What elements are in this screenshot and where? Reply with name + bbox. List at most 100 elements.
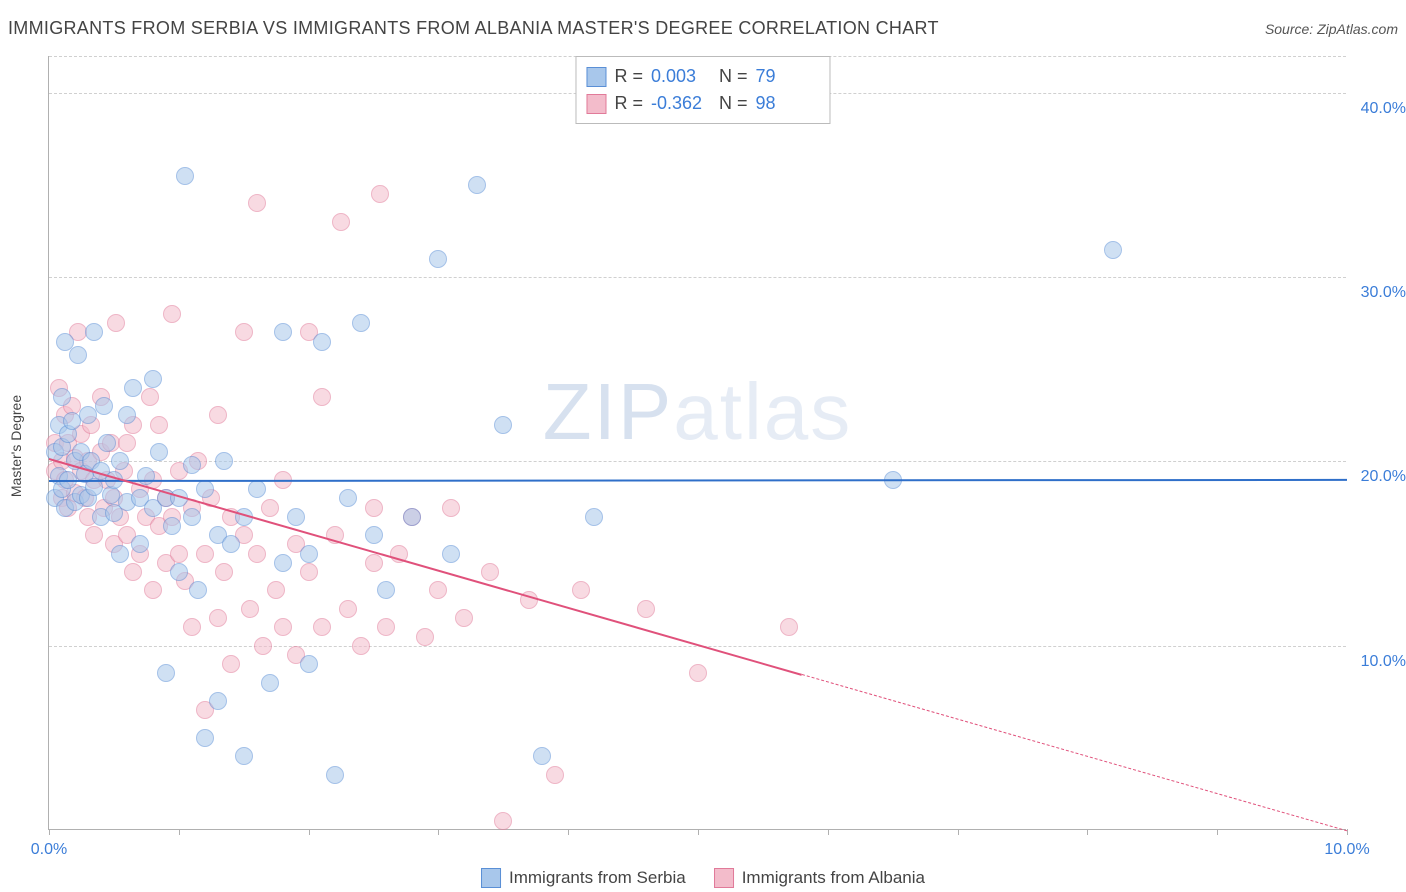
r-label: R = bbox=[614, 90, 643, 117]
data-point-serbia bbox=[352, 314, 370, 332]
data-point-albania bbox=[141, 388, 159, 406]
y-tick-label: 20.0% bbox=[1351, 468, 1406, 486]
gridline bbox=[49, 277, 1346, 278]
data-point-albania bbox=[235, 323, 253, 341]
data-point-albania bbox=[267, 581, 285, 599]
plot-area: ZIPatlas 10.0%20.0%30.0%40.0%0.0%10.0% bbox=[48, 56, 1346, 830]
swatch-serbia bbox=[586, 67, 606, 87]
data-point-serbia bbox=[300, 545, 318, 563]
swatch-albania bbox=[714, 868, 734, 888]
data-point-serbia bbox=[274, 323, 292, 341]
data-point-serbia bbox=[429, 250, 447, 268]
data-point-serbia bbox=[248, 480, 266, 498]
data-point-albania bbox=[215, 563, 233, 581]
data-point-serbia bbox=[157, 664, 175, 682]
data-point-serbia bbox=[53, 388, 71, 406]
data-point-albania bbox=[365, 499, 383, 517]
data-point-albania bbox=[637, 600, 655, 618]
data-point-albania bbox=[163, 305, 181, 323]
r-label: R = bbox=[614, 63, 643, 90]
data-point-albania bbox=[248, 545, 266, 563]
x-tick bbox=[309, 829, 310, 835]
data-point-serbia bbox=[137, 467, 155, 485]
data-point-serbia bbox=[69, 346, 87, 364]
data-point-serbia bbox=[176, 167, 194, 185]
data-point-albania bbox=[183, 618, 201, 636]
data-point-albania bbox=[313, 618, 331, 636]
gridline bbox=[49, 461, 1346, 462]
data-point-albania bbox=[85, 526, 103, 544]
data-point-serbia bbox=[494, 416, 512, 434]
n-label: N = bbox=[719, 90, 748, 117]
data-point-serbia bbox=[533, 747, 551, 765]
data-point-albania bbox=[377, 618, 395, 636]
data-point-albania bbox=[107, 314, 125, 332]
data-point-serbia bbox=[95, 397, 113, 415]
data-point-albania bbox=[170, 545, 188, 563]
data-point-albania bbox=[339, 600, 357, 618]
data-point-serbia bbox=[339, 489, 357, 507]
n-label: N = bbox=[719, 63, 748, 90]
data-point-serbia bbox=[313, 333, 331, 351]
data-point-serbia bbox=[124, 379, 142, 397]
data-point-albania bbox=[313, 388, 331, 406]
data-point-serbia bbox=[163, 517, 181, 535]
data-point-serbia bbox=[377, 581, 395, 599]
data-point-serbia bbox=[585, 508, 603, 526]
data-point-serbia bbox=[442, 545, 460, 563]
source-attribution: Source: ZipAtlas.com bbox=[1265, 21, 1398, 37]
data-point-serbia bbox=[215, 452, 233, 470]
data-point-albania bbox=[689, 664, 707, 682]
data-point-serbia bbox=[403, 508, 421, 526]
data-point-serbia bbox=[1104, 241, 1122, 259]
x-tick bbox=[1217, 829, 1218, 835]
data-point-albania bbox=[481, 563, 499, 581]
data-point-albania bbox=[150, 416, 168, 434]
data-point-albania bbox=[494, 812, 512, 830]
data-point-albania bbox=[365, 554, 383, 572]
legend-item-serbia: Immigrants from Serbia bbox=[481, 868, 686, 888]
data-point-serbia bbox=[118, 406, 136, 424]
data-point-albania bbox=[196, 545, 214, 563]
data-point-serbia bbox=[183, 456, 201, 474]
stats-row-albania: R = -0.362 N = 98 bbox=[586, 90, 815, 117]
source-prefix: Source: bbox=[1265, 21, 1317, 37]
watermark-atlas: atlas bbox=[673, 367, 852, 456]
data-point-albania bbox=[261, 499, 279, 517]
data-point-serbia bbox=[300, 655, 318, 673]
data-point-albania bbox=[254, 637, 272, 655]
stats-legend: R = 0.003 N = 79 R = -0.362 N = 98 bbox=[575, 56, 830, 124]
x-tick bbox=[49, 829, 50, 835]
data-point-serbia bbox=[196, 480, 214, 498]
data-point-serbia bbox=[274, 554, 292, 572]
data-point-albania bbox=[209, 406, 227, 424]
legend-label-serbia: Immigrants from Serbia bbox=[509, 868, 686, 888]
data-point-serbia bbox=[144, 370, 162, 388]
chart-title: IMMIGRANTS FROM SERBIA VS IMMIGRANTS FRO… bbox=[8, 18, 939, 39]
data-point-serbia bbox=[235, 747, 253, 765]
r-value-serbia: 0.003 bbox=[651, 63, 711, 90]
data-point-serbia bbox=[196, 729, 214, 747]
data-point-albania bbox=[222, 655, 240, 673]
swatch-albania bbox=[586, 94, 606, 114]
data-point-albania bbox=[300, 563, 318, 581]
data-point-albania bbox=[241, 600, 259, 618]
data-point-serbia bbox=[326, 766, 344, 784]
data-point-albania bbox=[124, 563, 142, 581]
data-point-albania bbox=[416, 628, 434, 646]
data-point-albania bbox=[144, 581, 162, 599]
n-value-albania: 98 bbox=[756, 90, 816, 117]
data-point-albania bbox=[371, 185, 389, 203]
correlation-chart: IMMIGRANTS FROM SERBIA VS IMMIGRANTS FRO… bbox=[0, 0, 1406, 892]
x-tick bbox=[698, 829, 699, 835]
title-bar: IMMIGRANTS FROM SERBIA VS IMMIGRANTS FRO… bbox=[8, 18, 1398, 39]
legend-label-albania: Immigrants from Albania bbox=[742, 868, 925, 888]
data-point-serbia bbox=[222, 535, 240, 553]
watermark-zip: ZIP bbox=[543, 367, 673, 456]
regression-extrapolation-albania bbox=[802, 674, 1347, 831]
data-point-serbia bbox=[131, 535, 149, 553]
data-point-serbia bbox=[209, 692, 227, 710]
n-value-serbia: 79 bbox=[756, 63, 816, 90]
data-point-serbia bbox=[183, 508, 201, 526]
legend-item-albania: Immigrants from Albania bbox=[714, 868, 925, 888]
